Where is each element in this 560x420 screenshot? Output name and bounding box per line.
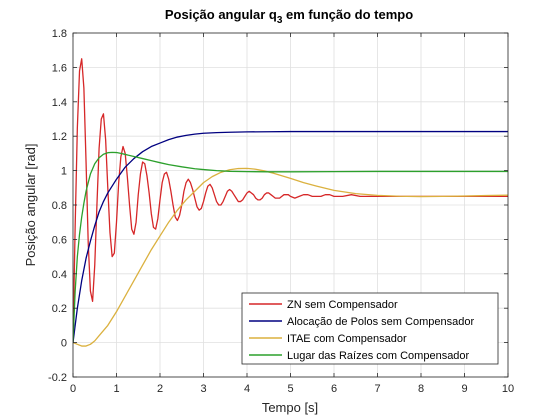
series-line-1 bbox=[73, 58, 508, 343]
y-tick-label: 1.8 bbox=[52, 28, 67, 40]
y-tick-label: 0.4 bbox=[52, 269, 67, 281]
y-tick-label: 0.8 bbox=[52, 200, 67, 212]
title-subscript: 3 bbox=[277, 15, 283, 26]
x-tick-label: 3 bbox=[200, 383, 206, 395]
title-rest: em função do tempo bbox=[282, 7, 413, 22]
x-tick-label: 7 bbox=[374, 383, 380, 395]
title-main: Posição angular q bbox=[165, 7, 277, 22]
legend-box bbox=[241, 292, 499, 365]
x-tick-label: 9 bbox=[461, 383, 467, 395]
chart-title: Posição angular q3 em função do tempo bbox=[165, 7, 413, 26]
legend-label-2: Alocação de Polos sem Compensador bbox=[287, 316, 474, 328]
x-tick-label: 2 bbox=[157, 383, 163, 395]
x-tick-label: 1 bbox=[113, 383, 119, 395]
y-tick-label: 0.6 bbox=[52, 234, 67, 246]
y-tick-label: 1.2 bbox=[52, 131, 67, 143]
y-tick-label: -0.2 bbox=[48, 372, 67, 384]
x-axis-label: Tempo [s] bbox=[262, 400, 318, 415]
y-tick-label: 0 bbox=[61, 338, 67, 350]
x-tick-label: 5 bbox=[287, 383, 293, 395]
x-tick-label: 4 bbox=[244, 383, 250, 395]
y-tick-label: 1 bbox=[61, 166, 67, 178]
series-line-3 bbox=[73, 167, 508, 347]
x-tick-label: 10 bbox=[502, 383, 514, 395]
series-line-2 bbox=[73, 130, 508, 343]
x-tick-label: 8 bbox=[418, 383, 424, 395]
y-tick-label: 0.2 bbox=[52, 303, 67, 315]
x-tick-label: 6 bbox=[331, 383, 337, 395]
legend-label-1: ZN sem Compensador bbox=[287, 299, 398, 311]
series-line-4 bbox=[73, 151, 508, 343]
legend-label-3: ITAE com Compensador bbox=[287, 333, 407, 345]
y-tick-label: 1.6 bbox=[52, 62, 67, 74]
x-tick-label: 0 bbox=[70, 383, 76, 395]
y-tick-label: 1.4 bbox=[52, 97, 67, 109]
legend: ZN sem Compensador Alocação de Polos sem … bbox=[241, 292, 499, 365]
y-axis-label: Posição angular [rad] bbox=[23, 144, 38, 267]
legend-label-4: Lugar das Raízes com Compensador bbox=[287, 350, 470, 362]
series-layer bbox=[73, 58, 508, 347]
ticks: 0 1 2 3 4 5 6 7 8 9 10-0.200.20.40.60.811.21.41.61… bbox=[48, 28, 514, 395]
